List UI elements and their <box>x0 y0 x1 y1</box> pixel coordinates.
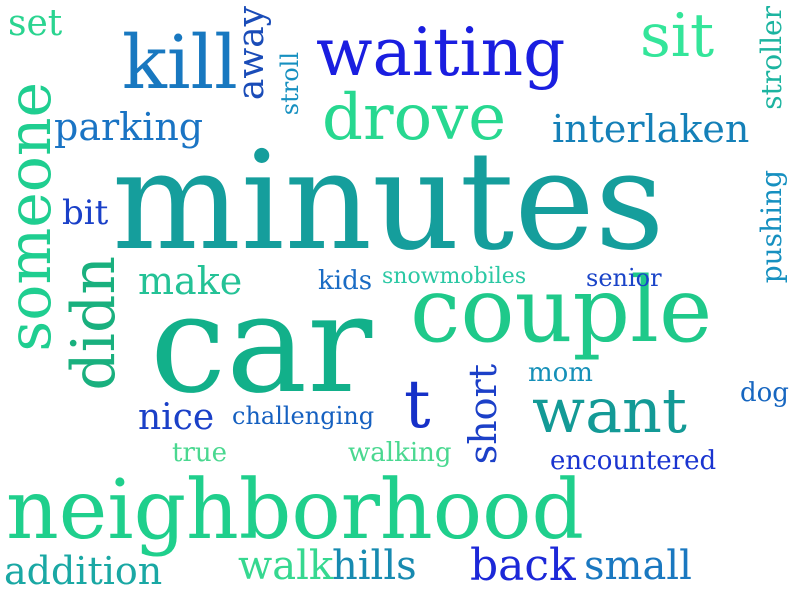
word-interlaken: interlaken <box>552 107 750 151</box>
word-parking: parking <box>54 105 204 149</box>
word-back: back <box>470 540 576 591</box>
word-away: away <box>231 6 272 101</box>
word-t: t <box>404 366 431 443</box>
word-minutes: minutes <box>112 123 665 281</box>
word-short: short <box>461 364 505 465</box>
word-true: true <box>172 438 228 468</box>
word-dog: dog <box>740 378 789 408</box>
word-senior: senior <box>586 264 662 292</box>
word-encountered: encountered <box>550 446 717 476</box>
word-didn: didn <box>59 256 129 391</box>
word-stroller: stroller <box>755 6 788 110</box>
word-someone: someone <box>0 82 65 352</box>
word-stroll: stroll <box>276 52 304 116</box>
word-small: small <box>584 543 692 589</box>
word-make: make <box>138 259 243 303</box>
word-want: want <box>532 374 687 447</box>
word-car: car <box>150 266 373 424</box>
word-sit: sit <box>640 1 715 71</box>
word-couple: couple <box>410 258 713 363</box>
word-waiting: waiting <box>316 14 566 91</box>
word-challenging: challenging <box>232 402 375 430</box>
word-snowmobiles: snowmobiles <box>382 264 527 289</box>
word-walking: walking <box>348 438 452 468</box>
word-mom: mom <box>528 358 593 388</box>
word-neighborhood: neighborhood <box>6 463 584 558</box>
word-kids: kids <box>318 266 373 296</box>
word-addition: addition <box>4 549 163 593</box>
word-nice: nice <box>138 397 215 438</box>
word-drove: drove <box>322 81 507 155</box>
word-pushing: pushing <box>755 170 788 284</box>
word-kill: kill <box>122 20 238 106</box>
word-walk: walk <box>238 543 334 589</box>
word-hills: hills <box>332 543 417 589</box>
word-bit: bit <box>62 193 109 233</box>
word-set: set <box>8 3 63 44</box>
